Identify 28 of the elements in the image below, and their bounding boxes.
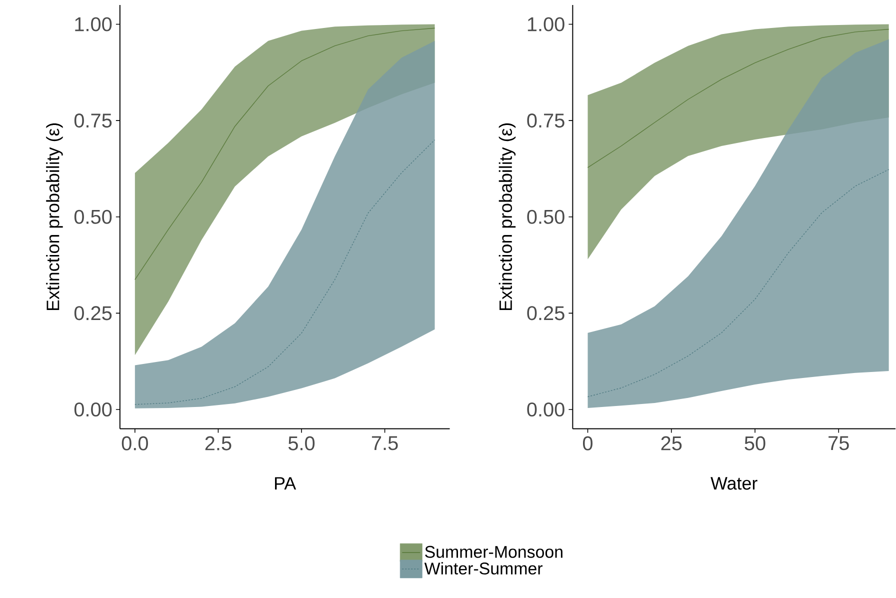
x-tick-label: 0.0	[122, 436, 148, 451]
x-tick-label: 7.5	[372, 436, 398, 450]
x-tick-label: 2.5	[205, 436, 232, 451]
y-tick-label: 0.75	[527, 114, 564, 128]
y-tick-label: 0.25	[74, 306, 112, 320]
y-tick-label: 0.50	[527, 210, 564, 224]
line-series	[587, 29, 890, 168]
y-axis-title: Extinction probability (ε)	[46, 124, 63, 310]
y-tick-label: 0.00	[74, 402, 112, 417]
x-tick-label: 25	[661, 436, 682, 451]
x-tick-label: 5.0	[288, 436, 315, 451]
x-tick-label: 50	[744, 436, 766, 451]
x-axis-title: Water	[710, 477, 758, 490]
y-tick-label: 1.00	[528, 17, 564, 32]
y-axis-title: Extinction probability (ε)	[498, 124, 516, 310]
x-axis-title: PA	[275, 477, 296, 490]
legend-label: Summer-Monsoon	[425, 546, 562, 558]
y-tick-label: 0.25	[527, 306, 564, 320]
line-series	[134, 140, 436, 406]
line-series	[587, 169, 890, 398]
x-tick-label: 0	[582, 436, 592, 451]
y-tick-label: 0.00	[527, 402, 564, 417]
line-series	[134, 28, 436, 280]
y-tick-label: 1.00	[75, 17, 112, 32]
y-tick-label: 0.75	[74, 114, 112, 128]
legend-label: Winter-Summer	[424, 562, 543, 575]
y-tick-label: 0.50	[74, 210, 112, 224]
x-tick-label: 75	[828, 436, 849, 450]
